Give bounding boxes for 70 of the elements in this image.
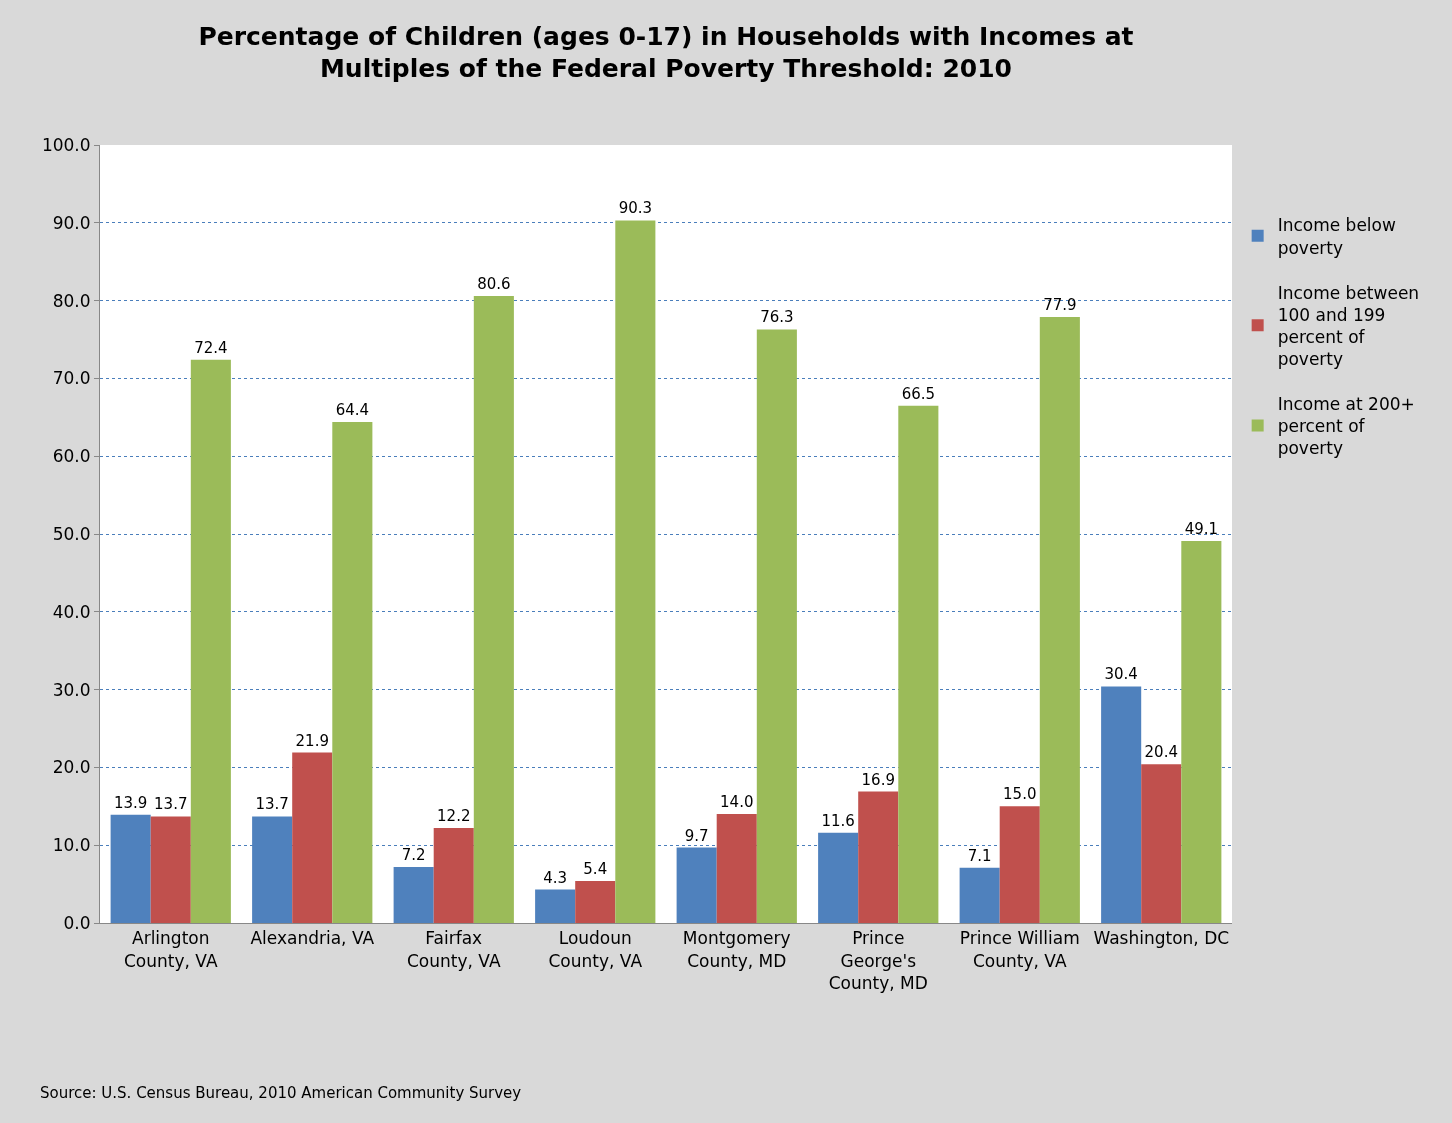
y-tick-label: 20.0 (52, 757, 91, 778)
data-label: 13.7 (255, 795, 289, 814)
y-tick-label: 80.0 (52, 290, 91, 311)
bar (756, 329, 797, 923)
data-label: 16.9 (861, 770, 895, 789)
data-label: 30.4 (1104, 665, 1138, 684)
data-label: 5.4 (583, 859, 608, 878)
data-label: 14.0 (720, 793, 754, 812)
data-label: 12.2 (437, 807, 471, 826)
y-tick-label: 50.0 (52, 523, 91, 544)
x-tick-label: Fairfax County, VA (406, 928, 501, 971)
bar (1181, 541, 1222, 923)
y-tick-label: 90.0 (52, 212, 91, 233)
bar (575, 880, 616, 923)
bar (190, 359, 231, 923)
bar (858, 791, 899, 923)
data-label: 13.7 (154, 795, 188, 814)
bar (716, 814, 757, 923)
data-label: 21.9 (295, 731, 329, 750)
bar (959, 867, 1000, 923)
y-tick-label: 0.0 (63, 912, 91, 933)
bar (292, 752, 333, 923)
x-tick-label: Loudoun County, VA (548, 928, 643, 971)
data-label: 72.4 (194, 338, 228, 357)
data-label: 76.3 (760, 308, 794, 327)
bar (615, 220, 656, 923)
y-tick-label: 60.0 (52, 446, 91, 467)
legend-label: Income between 100 and 199 percent of poverty (1277, 282, 1420, 369)
bar (898, 405, 939, 923)
bar (433, 828, 474, 923)
bar (535, 889, 576, 923)
x-tick-label: Montgomery County, MD (682, 928, 791, 971)
y-tick-label: 10.0 (52, 835, 91, 856)
data-label: 80.6 (477, 274, 511, 293)
bar (150, 816, 191, 923)
x-tick-label: Prince William County, VA (959, 928, 1080, 971)
data-label: 66.5 (901, 384, 936, 403)
bar (999, 806, 1040, 923)
bar (1039, 316, 1080, 923)
data-label: 15.0 (1003, 785, 1037, 804)
legend-label: Income below poverty (1277, 215, 1396, 258)
bar (676, 847, 717, 923)
x-tick-label: Arlington County, VA (123, 928, 218, 971)
data-label: 77.9 (1043, 295, 1077, 314)
data-label: 11.6 (821, 811, 855, 830)
y-tick-label: 40.0 (52, 601, 91, 622)
bar (1141, 764, 1182, 923)
bar (110, 814, 151, 923)
legend-label: Income at 200+ percent of poverty (1277, 394, 1415, 459)
chart-title: Percentage of Children (ages 0-17) in Households with Incomes at Multiples of the Federal Poverty Threshold: 2010 (198, 21, 1134, 84)
data-label: 64.4 (335, 400, 370, 419)
data-label: 4.3 (543, 868, 568, 887)
data-label: 13.9 (113, 793, 148, 812)
data-label: 20.4 (1144, 743, 1178, 762)
data-label: 7.1 (967, 846, 992, 865)
data-label: 7.2 (401, 845, 426, 864)
x-tick-label: Alexandria, VA (250, 928, 375, 949)
x-tick-label: Prince George's County, MD (828, 928, 928, 993)
data-label: 49.1 (1184, 520, 1219, 538)
data-label: 9.7 (684, 826, 709, 845)
bar (393, 866, 434, 923)
bar (1101, 686, 1142, 923)
data-label: 90.3 (618, 199, 653, 218)
x-tick-label: Washington, DC (1093, 928, 1230, 949)
bar (473, 295, 514, 923)
bar (332, 421, 373, 923)
y-tick-label: 30.0 (52, 679, 91, 700)
y-tick-label: 100.0 (41, 134, 91, 155)
source-note: Source: U.S. Census Bureau, 2010 American Community Survey (40, 1084, 522, 1102)
y-tick-label: 70.0 (52, 368, 91, 389)
